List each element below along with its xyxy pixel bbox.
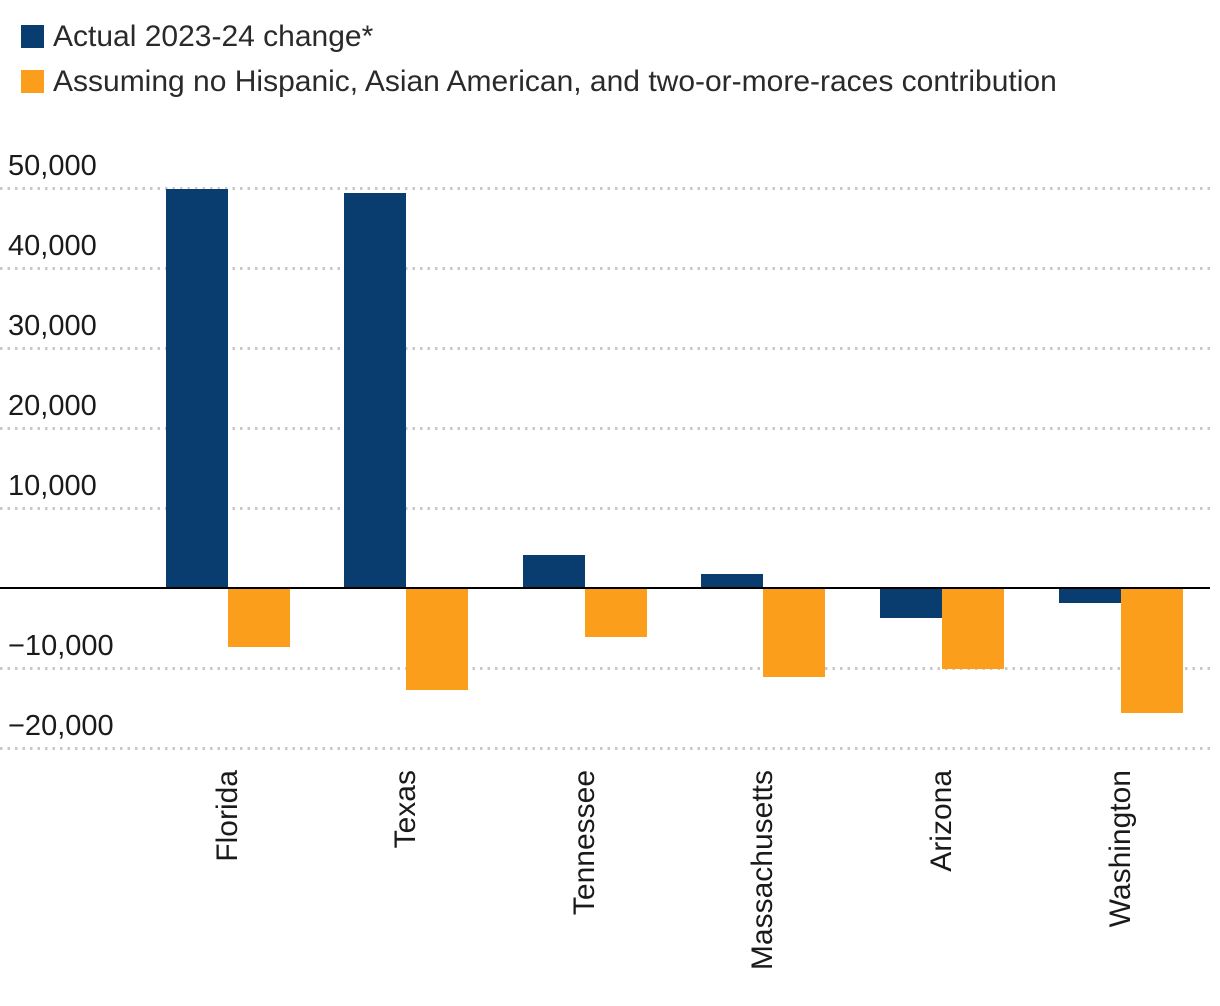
- bar-florida-assumption: [227, 588, 290, 648]
- gridline--10000: [0, 666, 1210, 670]
- bar-texas-actual: [344, 192, 407, 588]
- bar-arizona-actual: [879, 588, 942, 619]
- gridline-30000: [0, 346, 1210, 350]
- x-axis-label-texas: Texas: [389, 770, 423, 849]
- legend-swatch-actual-icon: [21, 25, 44, 48]
- bar-tennessee-assumption: [584, 588, 647, 637]
- gridline--20000: [0, 746, 1210, 750]
- bar-texas-assumption: [406, 588, 469, 691]
- x-axis-label-washington: Washington: [1103, 770, 1137, 928]
- y-tick-label--20000: −20,000: [8, 710, 114, 742]
- legend-label-assumption: Assuming no Hispanic, Asian American, an…: [53, 64, 1057, 98]
- bar-massachusetts-actual: [701, 573, 764, 588]
- y-tick-label-10000: 10,000: [8, 470, 97, 502]
- gridline-40000: [0, 266, 1210, 270]
- bar-massachusetts-assumption: [763, 588, 826, 677]
- legend-label-actual: Actual 2023-24 change*: [53, 19, 374, 53]
- x-axis-label-florida: Florida: [210, 770, 244, 862]
- bar-florida-actual: [165, 188, 228, 588]
- bar-arizona-assumption: [941, 588, 1004, 669]
- x-axis-label-tennessee: Tennessee: [567, 770, 601, 916]
- y-tick-label-50000: 50,000: [8, 150, 97, 182]
- zero-axis-line: [0, 586, 1210, 589]
- y-tick-label-30000: 30,000: [8, 310, 97, 342]
- gridline-20000: [0, 426, 1210, 430]
- x-axis-label-massachusetts: Massachusetts: [746, 770, 780, 971]
- bar-washington-assumption: [1120, 588, 1183, 713]
- gridline-10000: [0, 506, 1210, 510]
- bar-tennessee-actual: [522, 555, 585, 588]
- legend-swatch-assumption-icon: [21, 70, 44, 93]
- y-tick-label--10000: −10,000: [8, 630, 114, 662]
- y-tick-label-40000: 40,000: [8, 230, 97, 262]
- legend: Actual 2023-24 change* Assuming no Hispa…: [21, 14, 1210, 104]
- legend-item-assumption: Assuming no Hispanic, Asian American, an…: [21, 59, 1210, 104]
- gridline-50000: [0, 186, 1210, 190]
- x-axis-label-arizona: Arizona: [924, 770, 958, 872]
- bar-washington-actual: [1058, 588, 1121, 604]
- y-tick-label-20000: 20,000: [8, 390, 97, 422]
- legend-item-actual: Actual 2023-24 change*: [21, 14, 1210, 59]
